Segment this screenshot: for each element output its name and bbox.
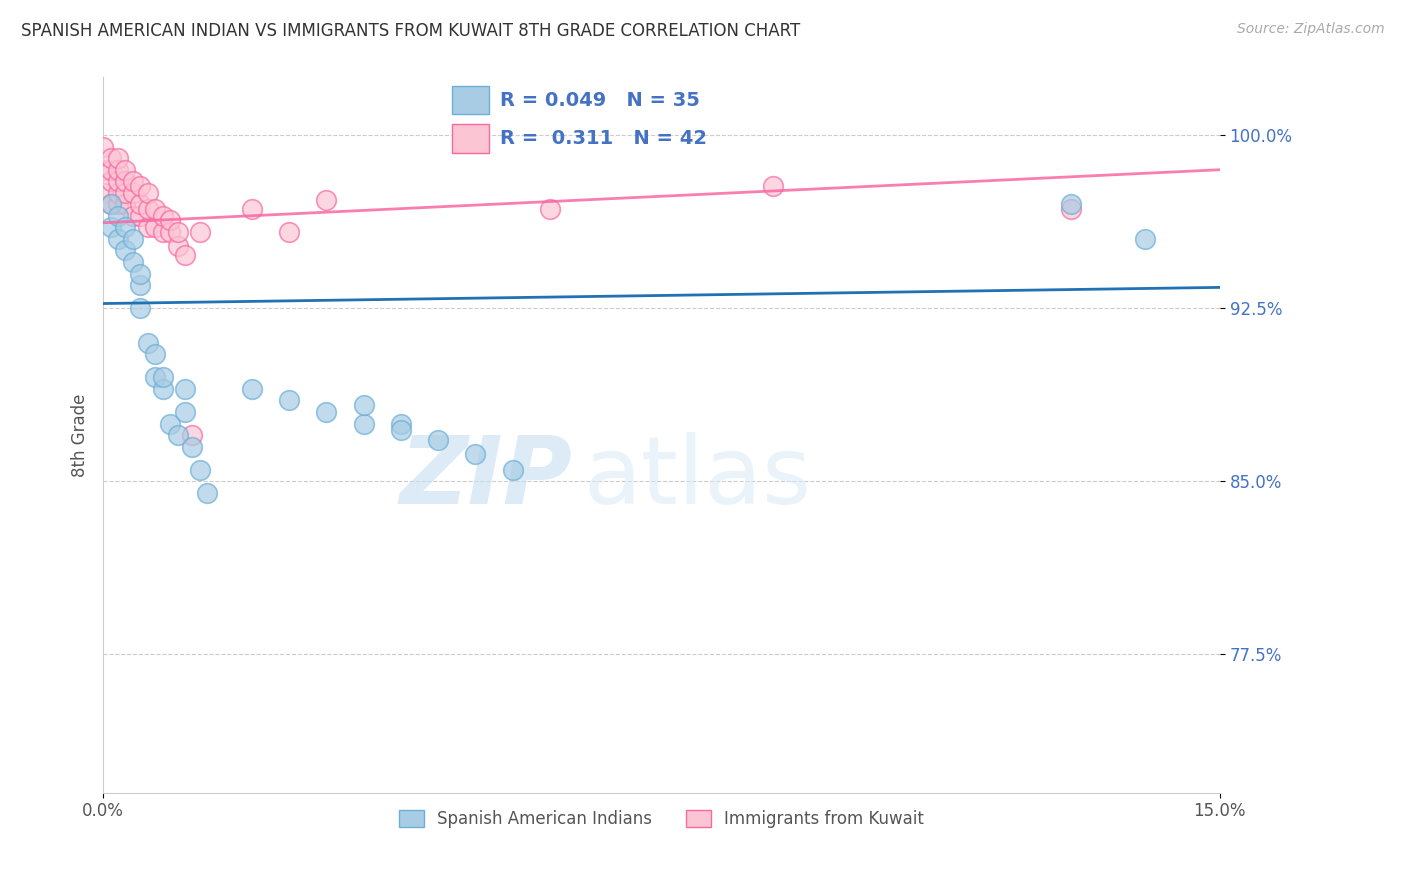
Point bbox=[122, 186, 145, 200]
Point bbox=[100, 197, 122, 211]
Point bbox=[100, 220, 122, 235]
Point bbox=[100, 174, 122, 188]
Point bbox=[152, 370, 174, 384]
Point bbox=[240, 382, 263, 396]
Point bbox=[389, 417, 412, 431]
Point bbox=[278, 393, 301, 408]
Point bbox=[166, 428, 188, 442]
Point bbox=[195, 485, 218, 500]
Point bbox=[1060, 197, 1083, 211]
Point bbox=[174, 248, 197, 262]
Point bbox=[122, 209, 145, 223]
Point bbox=[464, 446, 486, 460]
Point bbox=[122, 174, 145, 188]
Point bbox=[166, 239, 188, 253]
Point bbox=[143, 370, 166, 384]
Point bbox=[502, 463, 524, 477]
Point bbox=[114, 162, 136, 177]
Point bbox=[353, 398, 375, 412]
Point bbox=[107, 174, 129, 188]
Point bbox=[143, 202, 166, 216]
Point bbox=[188, 463, 211, 477]
Point bbox=[181, 440, 204, 454]
Point bbox=[107, 209, 129, 223]
Point bbox=[159, 213, 181, 227]
Point bbox=[91, 139, 114, 153]
Point bbox=[129, 209, 152, 223]
Point bbox=[114, 244, 136, 258]
Point bbox=[91, 186, 114, 200]
Point bbox=[136, 186, 159, 200]
Point bbox=[159, 417, 181, 431]
Point bbox=[107, 232, 129, 246]
Point bbox=[114, 220, 136, 235]
Point bbox=[240, 202, 263, 216]
Point bbox=[107, 162, 129, 177]
Point bbox=[91, 162, 114, 177]
Point bbox=[122, 232, 145, 246]
Point bbox=[152, 209, 174, 223]
Point bbox=[174, 405, 197, 419]
Point bbox=[129, 301, 152, 315]
Point bbox=[152, 382, 174, 396]
Point bbox=[100, 151, 122, 165]
Point bbox=[389, 424, 412, 438]
Point bbox=[159, 225, 181, 239]
Text: atlas: atlas bbox=[583, 432, 811, 524]
Legend: Spanish American Indians, Immigrants from Kuwait: Spanish American Indians, Immigrants fro… bbox=[392, 803, 931, 834]
Point bbox=[188, 225, 211, 239]
Point bbox=[114, 174, 136, 188]
Point bbox=[152, 225, 174, 239]
Point bbox=[136, 220, 159, 235]
Point bbox=[136, 202, 159, 216]
Point bbox=[315, 405, 337, 419]
Point bbox=[143, 220, 166, 235]
Point bbox=[1135, 232, 1157, 246]
Point bbox=[122, 255, 145, 269]
Point bbox=[166, 225, 188, 239]
Point bbox=[353, 417, 375, 431]
Point bbox=[174, 382, 197, 396]
Point bbox=[100, 162, 122, 177]
Y-axis label: 8th Grade: 8th Grade bbox=[72, 393, 89, 476]
Point bbox=[114, 186, 136, 200]
Point bbox=[278, 225, 301, 239]
Point bbox=[762, 178, 785, 193]
Point bbox=[427, 433, 450, 447]
Point bbox=[136, 335, 159, 350]
Point bbox=[1060, 202, 1083, 216]
Point bbox=[129, 267, 152, 281]
Point bbox=[107, 186, 129, 200]
Point bbox=[143, 347, 166, 361]
Point bbox=[315, 193, 337, 207]
Text: SPANISH AMERICAN INDIAN VS IMMIGRANTS FROM KUWAIT 8TH GRADE CORRELATION CHART: SPANISH AMERICAN INDIAN VS IMMIGRANTS FR… bbox=[21, 22, 800, 40]
Point bbox=[107, 151, 129, 165]
Point bbox=[129, 197, 152, 211]
Point bbox=[129, 178, 152, 193]
Point bbox=[129, 278, 152, 293]
Point bbox=[181, 428, 204, 442]
Point bbox=[107, 197, 129, 211]
Text: ZIP: ZIP bbox=[399, 432, 572, 524]
Point bbox=[114, 197, 136, 211]
Text: Source: ZipAtlas.com: Source: ZipAtlas.com bbox=[1237, 22, 1385, 37]
Point bbox=[538, 202, 561, 216]
Point bbox=[100, 197, 122, 211]
